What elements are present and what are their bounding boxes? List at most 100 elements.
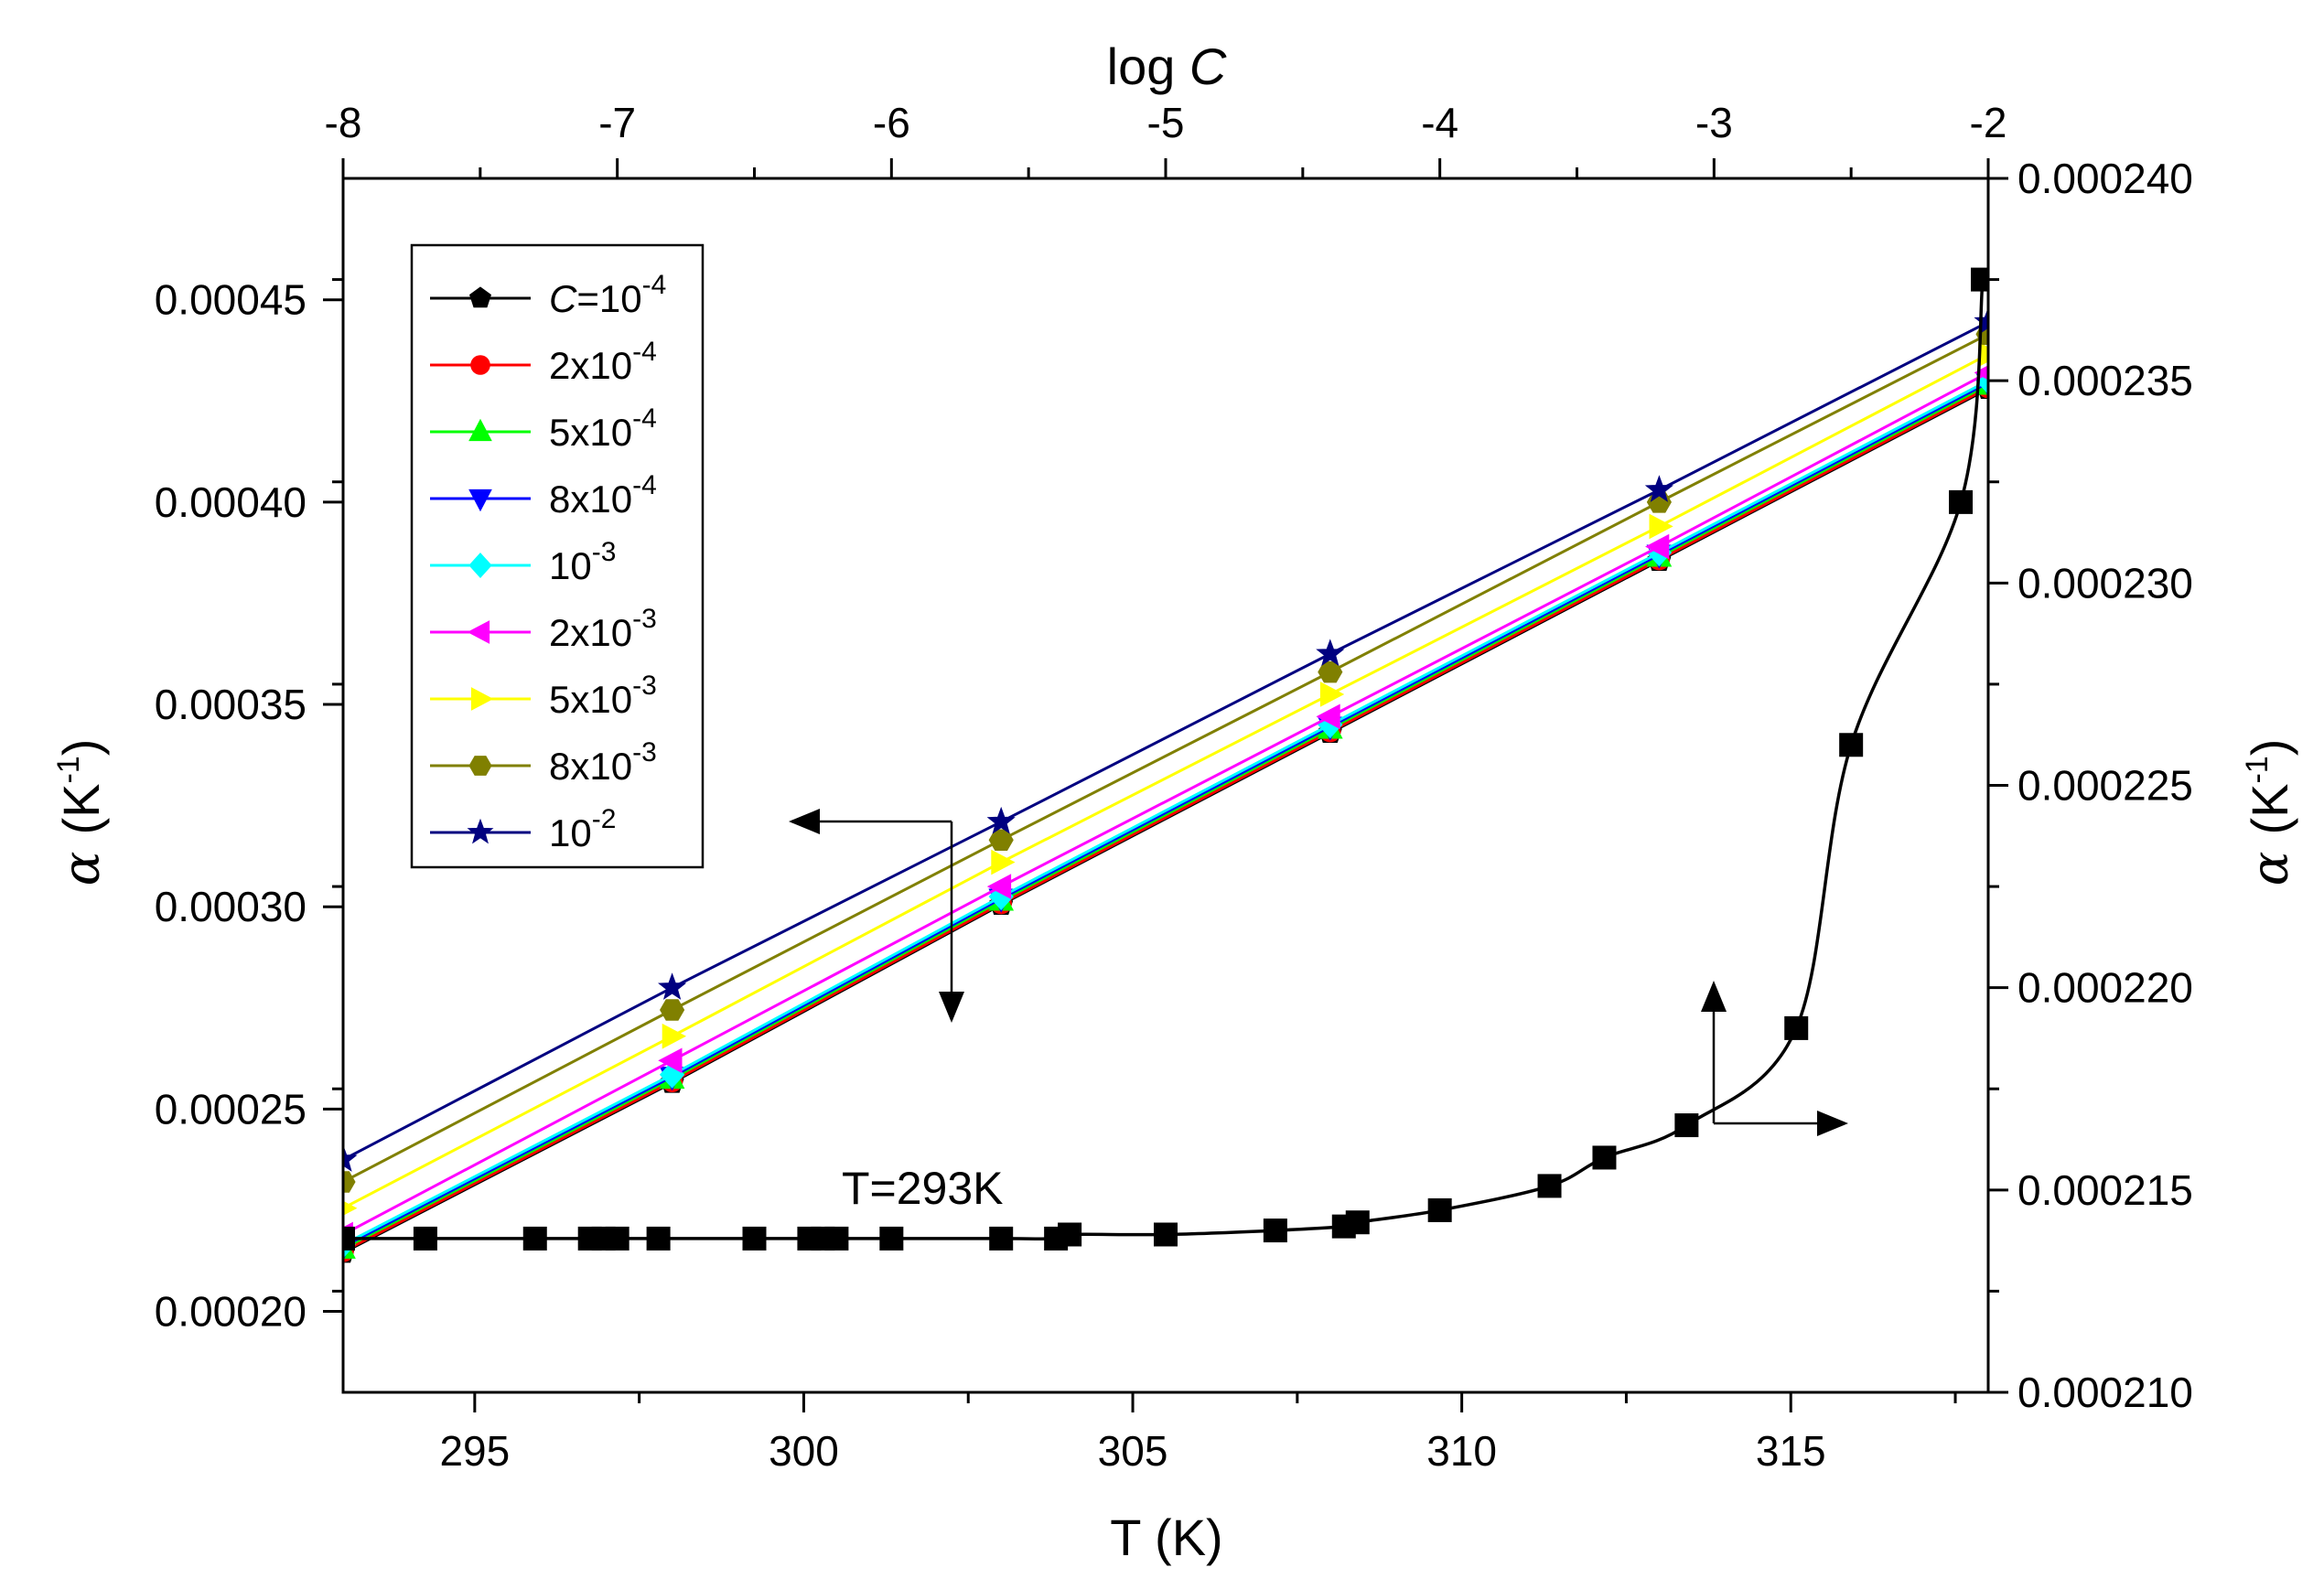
legend-entry-5: 10-3 (430, 537, 616, 587)
legend-entry-8: 8x10-3 (430, 737, 657, 788)
y-right-tick-label: 0.000230 (2017, 559, 2193, 607)
series-T-6-point-5 (1645, 533, 1670, 560)
legend-label-exp: -4 (642, 270, 667, 300)
legend-label-base: =10 (576, 277, 641, 320)
series-T-9-point-2 (658, 972, 687, 1000)
legend-label: 10-2 (549, 804, 616, 854)
legend-label-exp: -3 (592, 537, 617, 567)
series-T-8-line (343, 332, 1988, 1184)
legend: C=10-42x10-45x10-48x10-410-32x10-35x10-3… (410, 243, 705, 869)
legend-label-exp: -4 (632, 403, 657, 434)
legend-label-base: 8x10 (549, 745, 632, 788)
x-top-tick-label: -4 (1421, 99, 1458, 146)
y-right-tick-label: 0.000225 (2017, 762, 2193, 810)
series-T-9 (343, 306, 1988, 1172)
series-logC-point-17 (1263, 1219, 1287, 1243)
series-logC-point-13 (989, 1226, 1014, 1251)
y-left-tick-label: 0.00035 (155, 681, 307, 728)
series-T-8-point-1 (343, 1171, 356, 1193)
legend-label-base: 2x10 (549, 611, 632, 654)
series-T-7-point-4 (1319, 682, 1345, 707)
series-T-7-point-1 (343, 1200, 358, 1216)
y-left-tick-label: 0.00045 (155, 276, 307, 324)
legend-label: 8x10-4 (549, 470, 657, 521)
y-right-tick-label: 0.000215 (2017, 1166, 2193, 1214)
series-T-9-point-5 (1644, 475, 1673, 502)
series-logC-point-25 (1839, 733, 1864, 757)
legend-entry-6: 2x10-3 (430, 604, 657, 654)
series-logC-point-11 (824, 1226, 849, 1251)
legend-label: 8x10-3 (549, 737, 657, 788)
y-left-tick-label: 0.00020 (155, 1288, 307, 1336)
legend-label-base: 10 (549, 811, 592, 854)
legend-label-exp: -2 (592, 804, 617, 834)
series-T-6-point-2 (658, 1047, 683, 1074)
series-T-2-line (343, 386, 1988, 1253)
x-top-tick-label: -8 (325, 99, 362, 146)
right-axis-arrow-head (1817, 1111, 1848, 1136)
series-T-7-line (343, 353, 1988, 1210)
series-T-9-line (343, 320, 1988, 1161)
legend-label: 5x10-4 (549, 403, 657, 454)
x-top-axis-title: log C (1107, 38, 1227, 95)
series-logC-point-3 (522, 1226, 547, 1251)
legend-label-exp: -4 (632, 470, 657, 500)
series-T-7-point-2 (662, 1023, 686, 1049)
legend-label-base: 8x10 (549, 478, 632, 521)
series-logC-point-24 (1784, 1015, 1809, 1040)
legend-label: C=10-4 (549, 270, 666, 320)
x-top-tick-label: -5 (1147, 99, 1185, 146)
series-T-4-line (343, 381, 1988, 1249)
temperature-annotation: T=293K (842, 1163, 1004, 1214)
x-bottom-tick-label: 305 (1098, 1427, 1168, 1475)
legend-label: 10-3 (549, 537, 616, 587)
x-top-tick-label: -2 (1970, 99, 2007, 146)
legend-swatch-marker (470, 687, 494, 711)
series-logC-point-20 (1427, 1197, 1452, 1222)
legend-label-var: C (549, 277, 577, 320)
legend-entry-7: 5x10-3 (430, 671, 657, 721)
series-T-9-point-4 (1316, 639, 1345, 667)
series-logC-point-23 (1674, 1113, 1699, 1138)
series-logC (343, 267, 1988, 1251)
legend-label-exp: -3 (632, 737, 657, 768)
y-left-tick-label: 0.00025 (155, 1085, 307, 1133)
series-logC-point-16 (1154, 1222, 1178, 1247)
legend-swatch-marker (468, 553, 492, 578)
legend-swatch-marker (468, 489, 492, 512)
x-top-tick-label: -7 (598, 99, 636, 146)
series-logC-point-2 (413, 1226, 437, 1251)
plot-area-series (343, 267, 1988, 1263)
series-T-5-line (343, 379, 1988, 1246)
legend-label-base: 5x10 (549, 678, 632, 721)
series-logC-point-15 (1058, 1222, 1082, 1247)
series-T-7-point-5 (1649, 513, 1673, 540)
legend-label-exp: -4 (632, 337, 657, 367)
series-logC-point-19 (1345, 1210, 1370, 1235)
legend-label-exp: -3 (632, 604, 657, 634)
series-logC-point-7 (646, 1226, 671, 1251)
legend-box (410, 243, 705, 869)
series-logC-point-6 (605, 1226, 629, 1251)
legend-swatch-marker (468, 418, 492, 442)
legend-swatch-marker (468, 286, 492, 308)
legend-label: 5x10-3 (549, 671, 657, 721)
series-T-8-point-2 (660, 999, 685, 1021)
y-right-tick-label: 0.000210 (2017, 1369, 2193, 1416)
x-bottom-tick-label: 295 (439, 1427, 510, 1475)
y-right-tick-label: 0.000235 (2017, 357, 2193, 404)
legend-swatch-marker (470, 355, 490, 375)
series-logC-point-8 (742, 1226, 767, 1251)
x-bottom-tick-label: 300 (769, 1427, 839, 1475)
legend-entry-4: 8x10-4 (430, 470, 657, 521)
legend-entry-2: 2x10-4 (430, 337, 657, 387)
y-left-tick-label: 0.00030 (155, 883, 307, 930)
y-right-axis-title: α(K-1) (2240, 739, 2300, 886)
series-logC-point-26 (1949, 489, 1974, 514)
y-right-tick-label: 0.000220 (2017, 964, 2193, 1012)
series-logC-point-1 (343, 1226, 355, 1251)
legend-entry-3: 5x10-4 (430, 403, 657, 454)
legend-label-base: 5x10 (549, 411, 632, 454)
